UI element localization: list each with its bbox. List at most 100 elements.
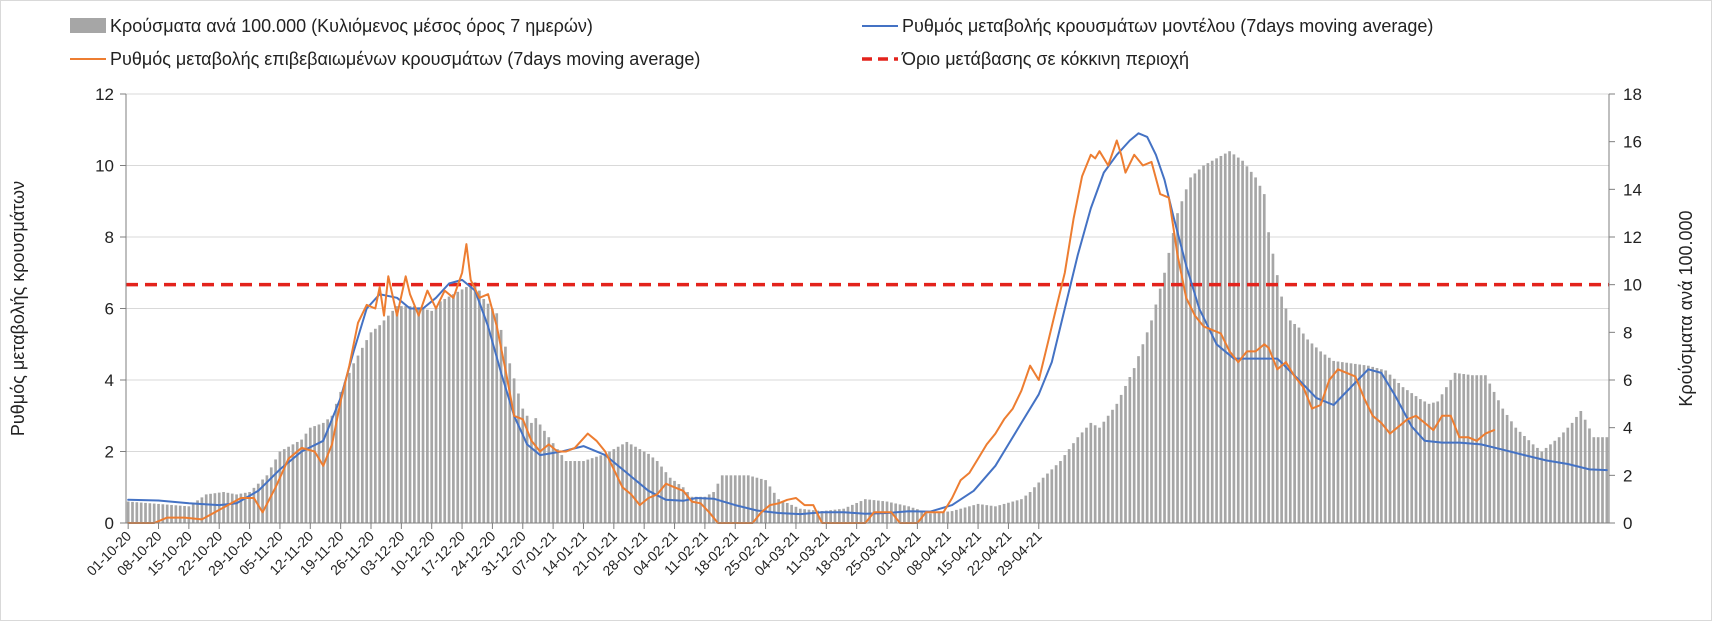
right-tick-label: 8 xyxy=(1623,323,1632,342)
case-bar xyxy=(1011,501,1015,523)
case-bar xyxy=(1583,419,1587,523)
case-bar xyxy=(625,441,629,523)
case-bar xyxy=(1566,427,1570,523)
case-bar xyxy=(1353,363,1357,523)
case-bar xyxy=(1249,171,1253,524)
left-tick-label: 2 xyxy=(105,443,114,462)
case-bar xyxy=(1601,437,1604,523)
case-bar xyxy=(1020,499,1023,523)
case-bar xyxy=(261,479,264,523)
case-bar xyxy=(1336,361,1340,523)
case-bar xyxy=(1423,401,1427,523)
case-bar xyxy=(603,453,607,523)
case-bar xyxy=(178,505,182,523)
case-bar xyxy=(1293,323,1296,523)
case-bar xyxy=(439,301,442,523)
case-bar xyxy=(330,415,334,523)
model-rate-line xyxy=(127,132,1608,516)
case-bar xyxy=(226,492,230,523)
case-bar xyxy=(677,484,681,523)
case-bar xyxy=(803,509,806,523)
case-bar xyxy=(343,382,347,523)
case-bar xyxy=(512,378,516,523)
case-bar xyxy=(1219,155,1223,523)
case-bar xyxy=(530,422,533,523)
case-bar xyxy=(187,506,191,523)
case-bar xyxy=(1258,185,1262,523)
case-bar xyxy=(499,329,503,523)
left-tick-label: 6 xyxy=(105,300,114,319)
case-bar xyxy=(1475,375,1479,523)
case-bar xyxy=(1432,402,1435,523)
case-bar xyxy=(1319,351,1322,523)
case-bar xyxy=(517,393,520,523)
case-bar xyxy=(664,472,668,523)
case-bar xyxy=(829,510,832,523)
case-bar xyxy=(1327,357,1331,523)
case-bar xyxy=(629,444,633,523)
case-bar xyxy=(833,509,837,523)
case-bar xyxy=(1406,390,1409,523)
case-bar xyxy=(321,422,325,523)
case-bar xyxy=(378,325,382,523)
case-bar xyxy=(1440,394,1444,523)
case-bar xyxy=(798,508,802,523)
case-bar xyxy=(204,494,208,523)
case-bar xyxy=(1306,339,1309,523)
case-bar xyxy=(820,511,824,523)
case-bar xyxy=(738,475,741,523)
case-bar xyxy=(1484,375,1487,523)
case-bar xyxy=(265,475,269,523)
case-bar xyxy=(135,502,139,523)
case-bar xyxy=(1085,427,1088,523)
case-bar xyxy=(1462,374,1466,523)
case-bar xyxy=(1557,437,1561,523)
case-bar xyxy=(1037,482,1041,523)
case-bar xyxy=(811,510,815,523)
case-bar xyxy=(1375,368,1379,523)
case-bar xyxy=(1553,440,1557,523)
case-bar xyxy=(1527,440,1531,523)
legend: Κρούσματα ανά 100.000 (Κυλιόμενος μέσος … xyxy=(70,16,1433,69)
case-bar xyxy=(1150,320,1153,523)
case-bar xyxy=(963,507,967,523)
case-bar xyxy=(560,455,564,523)
case-bar xyxy=(478,290,481,524)
case-bar xyxy=(1098,427,1101,523)
case-bar xyxy=(295,441,299,523)
case-bar xyxy=(1393,378,1396,523)
case-bar xyxy=(777,499,780,523)
case-bar xyxy=(1223,153,1227,523)
case-bar xyxy=(1371,366,1375,523)
case-bar xyxy=(1458,373,1461,523)
case-bar xyxy=(1410,393,1414,523)
case-bar xyxy=(382,320,386,523)
case-bar xyxy=(1033,487,1036,523)
case-bar xyxy=(1145,332,1149,523)
case-bar xyxy=(1193,173,1197,523)
case-bar xyxy=(456,291,460,523)
case-bar xyxy=(460,289,464,523)
case-bar xyxy=(504,346,507,523)
case-bar xyxy=(725,475,728,523)
case-bar xyxy=(209,493,212,523)
case-bar xyxy=(981,504,984,523)
case-bar xyxy=(647,453,650,523)
case-bar xyxy=(126,501,130,523)
case-bar xyxy=(1514,427,1518,523)
case-bar xyxy=(400,306,403,523)
case-bar xyxy=(217,492,221,523)
case-bar xyxy=(1332,360,1335,523)
case-bar xyxy=(660,466,663,523)
case-bar xyxy=(404,306,408,523)
case-bar xyxy=(326,419,329,523)
case-bar xyxy=(764,480,767,523)
case-bar xyxy=(482,298,486,523)
case-bar xyxy=(911,507,915,523)
case-bar xyxy=(551,443,555,523)
case-bar xyxy=(937,512,941,523)
case-bar xyxy=(1544,447,1548,523)
case-bar xyxy=(282,449,286,523)
case-bar xyxy=(339,391,342,523)
case-bar xyxy=(577,461,581,523)
